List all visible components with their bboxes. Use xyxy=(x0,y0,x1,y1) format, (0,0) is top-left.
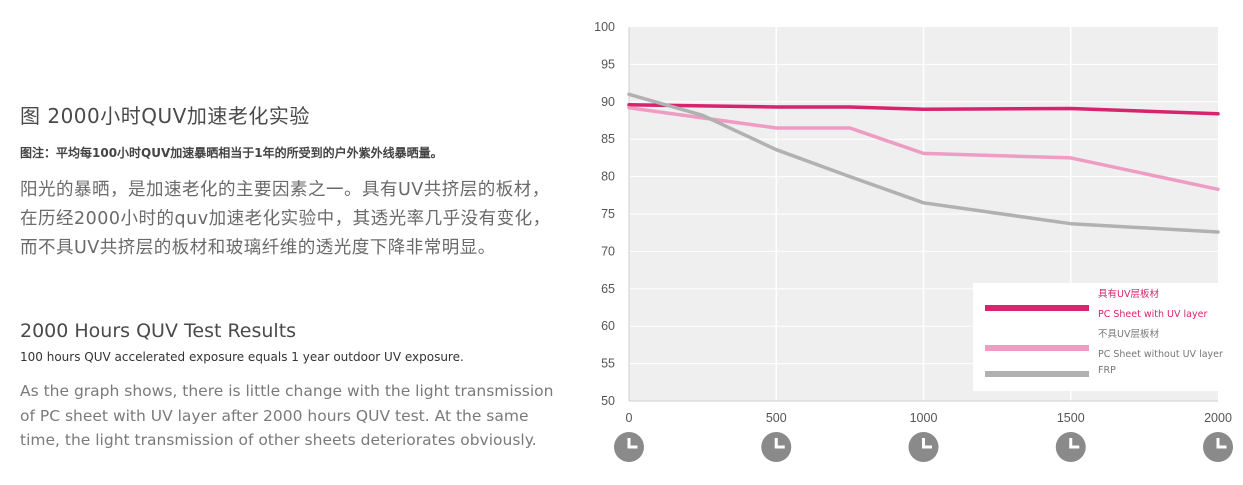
y-tick-label: 80 xyxy=(601,170,615,184)
y-tick-label: 90 xyxy=(601,95,615,109)
en-note: 100 hours QUV accelerated exposure equal… xyxy=(20,350,464,364)
clock-icon xyxy=(761,432,792,462)
en-title: 2000 Hours QUV Test Results xyxy=(20,320,297,342)
y-tick-label: 50 xyxy=(601,394,615,408)
cn-title: 图 2000小时QUV加速老化实验 xyxy=(20,104,310,128)
legend-swatch-2 xyxy=(985,345,1089,351)
y-tick-label: 75 xyxy=(601,207,615,221)
clock-hand-hour xyxy=(1216,438,1220,448)
en-body: As the graph shows, there is little chan… xyxy=(20,382,554,449)
cn-body: 阳光的暴晒，是加速老化的主要因素之一。具有UV共挤层的板材，在历经2000小时的… xyxy=(20,180,551,258)
legend-swatch-1 xyxy=(985,305,1089,311)
legend-label-1: PC Sheet with UV layer xyxy=(1098,309,1207,320)
y-tick-label: 95 xyxy=(601,57,615,71)
clock-hand-minute xyxy=(627,445,638,449)
y-tick-label: 60 xyxy=(601,319,615,333)
legend-swatch-3 xyxy=(985,371,1089,377)
clock-hand-minute xyxy=(1069,445,1080,449)
series-line-3 xyxy=(627,92,1220,234)
clock-icon xyxy=(908,432,939,462)
clock-icon xyxy=(614,432,644,462)
legend-label-1: 具有UV层板材 xyxy=(1098,288,1159,300)
y-tick-label: 70 xyxy=(601,244,615,258)
x-tick-label: 0 xyxy=(626,411,633,425)
x-tick-label: 2000 xyxy=(1204,411,1232,425)
clock-hand-minute xyxy=(774,445,785,449)
clock-hand-hour xyxy=(627,438,631,448)
cn-note: 图注：平均每100小时QUV加速暴晒相当于1年的所受到的户外紫外线暴晒量。 xyxy=(20,146,443,160)
clock-icon xyxy=(1203,432,1233,462)
clock-hand-minute xyxy=(1216,445,1227,449)
x-tick-label: 1500 xyxy=(1057,411,1085,425)
legend-label-2: PC Sheet without UV layer xyxy=(1098,349,1223,360)
series-line-1 xyxy=(627,103,1220,116)
x-tick-label: 1000 xyxy=(910,411,938,425)
legend-label-2: 不具UV层板材 xyxy=(1098,328,1159,340)
y-tick-label: 85 xyxy=(601,132,615,146)
x-tick-label: 500 xyxy=(766,411,787,425)
legend-label-3: FRP xyxy=(1098,365,1116,376)
series-line-2 xyxy=(627,106,1220,192)
y-tick-label: 65 xyxy=(601,282,615,296)
clock-hand-hour xyxy=(1069,438,1073,448)
y-tick-label: 100 xyxy=(594,20,615,34)
clock-hand-hour xyxy=(774,438,778,448)
clock-hand-minute xyxy=(922,445,932,449)
y-tick-label: 55 xyxy=(601,357,615,371)
clock-hand-hour xyxy=(922,438,925,448)
clock-icon xyxy=(1055,432,1086,462)
